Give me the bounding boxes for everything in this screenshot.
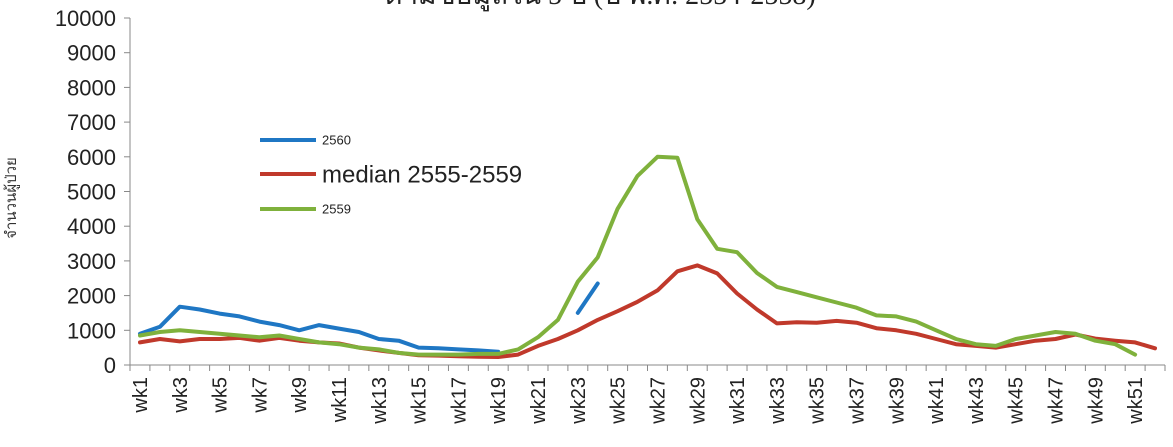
chart-title: ตามข้อมูลใน 5 ปี (ปี พ.ศ. 2554-2558) [384, 0, 816, 12]
y-tick-label: 9000 [67, 41, 116, 66]
x-tick-label: wk49 [1085, 377, 1107, 425]
x-tick-label: wk33 [767, 377, 789, 425]
y-tick-label: 3000 [67, 249, 116, 274]
x-tick-label: wk13 [369, 377, 391, 425]
y-tick-label: 1000 [67, 318, 116, 343]
legend-label-1: median 2555-2559 [322, 161, 522, 188]
legend-label-2: 2559 [322, 202, 351, 217]
x-tick-label: wk17 [448, 377, 470, 425]
x-tick-label: wk9 [289, 377, 311, 414]
legend-label-0: 2560 [322, 133, 351, 148]
x-tick-label: wk37 [846, 377, 868, 425]
y-tick-label: 5000 [67, 180, 116, 205]
y-tick-label: 6000 [67, 145, 116, 170]
x-tick-label: wk41 [926, 377, 948, 425]
x-tick-label: wk11 [329, 377, 351, 423]
series-line-0 [138, 281, 600, 354]
x-tick-label: wk3 [170, 377, 192, 414]
x-tick-label: wk43 [966, 377, 988, 425]
x-tick-label: wk15 [409, 377, 431, 425]
y-tick-label: 7000 [67, 110, 116, 135]
y-tick-label: 0 [104, 353, 116, 378]
x-tick-label: wk39 [886, 377, 908, 425]
x-tick-label: wk51 [1125, 377, 1147, 425]
y-tick-label: 8000 [67, 75, 116, 100]
x-tick-label: wk45 [1006, 377, 1028, 425]
y-tick-label: 4000 [67, 214, 116, 239]
series-line-2 [138, 154, 1138, 357]
x-tick-label: wk31 [727, 377, 749, 425]
y-tick-label: 10000 [55, 6, 116, 31]
x-tick-label: wk1 [130, 377, 152, 414]
x-tick-label: wk5 [210, 377, 232, 414]
x-tick-label: wk47 [1046, 377, 1068, 425]
x-tick-label: wk27 [647, 377, 669, 425]
x-tick-label: wk7 [249, 377, 271, 414]
x-tick-label: wk23 [568, 377, 590, 425]
x-tick-label: wk25 [608, 377, 630, 425]
x-tick-label: wk19 [488, 377, 510, 425]
x-tick-label: wk35 [807, 377, 829, 425]
y-axis-label: จำนวนผู้ป่วย [2, 157, 20, 239]
y-tick-label: 2000 [67, 284, 116, 309]
x-tick-label: wk29 [687, 377, 709, 425]
x-tick-label: wk21 [528, 377, 550, 425]
